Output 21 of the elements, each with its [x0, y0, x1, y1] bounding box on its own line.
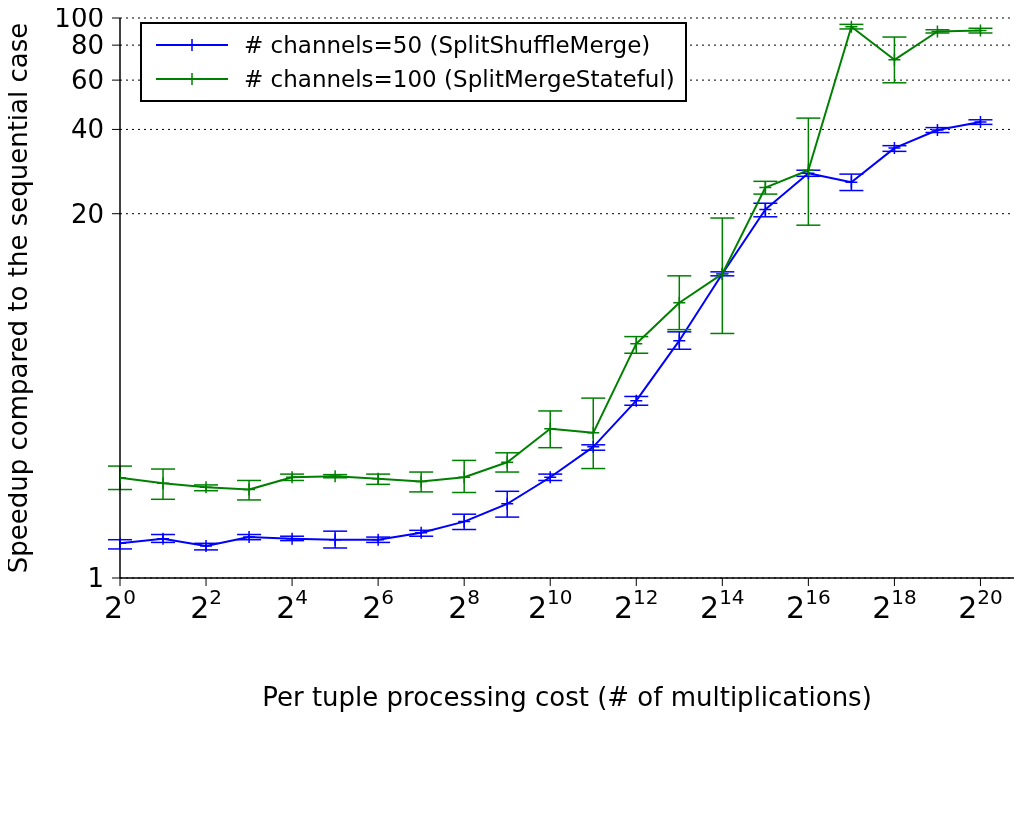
- x-axis-title: Per tuple processing cost (# of multiplications): [262, 682, 872, 712]
- legend-label: # channels=50 (SplitShuffleMerge): [244, 32, 651, 58]
- y-tick-label: 80: [70, 30, 104, 61]
- x-tick-label: 2$^{0}$: [104, 585, 136, 625]
- x-tick-label: 2$^{20}$: [958, 585, 1003, 625]
- y-tick-label: 100: [54, 3, 104, 33]
- y-tick-label: 60: [70, 65, 104, 96]
- x-tick-label: 2$^{12}$: [614, 585, 659, 625]
- x-tick-label: 2$^{2}$: [190, 585, 222, 625]
- y-axis-title: Speedup compared to the sequential case: [3, 22, 34, 574]
- y-tick-label: 1: [87, 563, 104, 593]
- x-tick-label: 2$^{8}$: [448, 585, 481, 625]
- x-tick-label: 2$^{10}$: [527, 585, 573, 625]
- x-tick-label: 2$^{4}$: [276, 585, 309, 625]
- y-tick-label: 40: [70, 114, 104, 145]
- x-tick-label: 2$^{16}$: [786, 585, 831, 625]
- y-tick-label: 20: [70, 198, 104, 229]
- x-tick-label: 2$^{6}$: [362, 585, 395, 625]
- x-tick-label: 2$^{18}$: [872, 585, 917, 625]
- legend-label: # channels=100 (SplitMergeStateful): [244, 66, 675, 92]
- x-tick-label: 2$^{14}$: [700, 585, 745, 625]
